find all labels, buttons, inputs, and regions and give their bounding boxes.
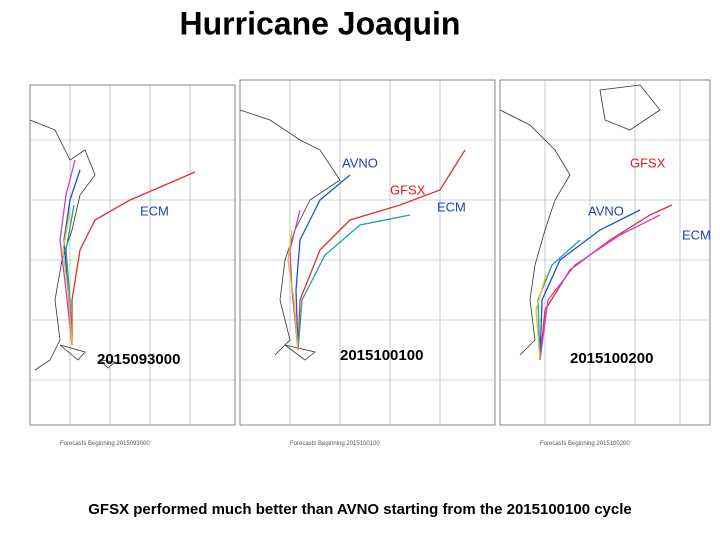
svg-text:Forecasts Beginning 2015100100: Forecasts Beginning 2015100100 xyxy=(290,441,380,447)
track-map: Forecasts Beginning 2015100200 xyxy=(499,79,711,447)
track-map: Forecasts Beginning 2015100100 xyxy=(239,79,496,447)
model-label: ECM xyxy=(437,199,466,214)
model-label: GFSX xyxy=(390,182,426,197)
svg-text:Forecasts Beginning 2015100200: Forecasts Beginning 2015100200 xyxy=(540,441,630,447)
model-label: ECM xyxy=(140,203,169,218)
model-label: AVNO xyxy=(342,155,378,170)
caption: GFSX performed much better than AVNO sta… xyxy=(88,501,632,518)
cycle-label: 2015100100 xyxy=(340,347,423,364)
cycle-label: 2015100200 xyxy=(570,350,653,367)
slide-title: Hurricane Joaquin xyxy=(180,5,461,41)
model-label: ECM xyxy=(682,227,711,242)
cycle-label: 2015093000 xyxy=(97,351,180,368)
svg-text:Forecasts Beginning 2015093000: Forecasts Beginning 2015093000 xyxy=(60,441,150,447)
model-label: GFSX xyxy=(630,155,666,170)
model-label: AVNO xyxy=(588,203,624,218)
track-map: Forecasts Beginning 2015093000 xyxy=(29,84,236,447)
